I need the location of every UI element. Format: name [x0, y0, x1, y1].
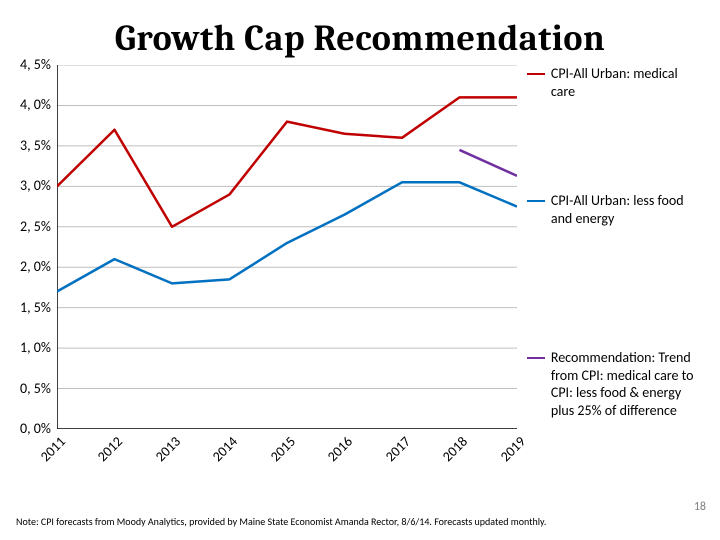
chart-plot: 201120122013201420152016201720182019 [57, 65, 517, 469]
legend-item: CPI-All Urban: less food and energy [527, 192, 700, 227]
page-number: 18 [694, 500, 706, 514]
legend-label: Recommendation: Trend from CPI: medical … [551, 349, 700, 419]
chart-legend: CPI-All Urban: medical care CPI-All Urban… [517, 65, 700, 429]
legend-item: Recommendation: Trend from CPI: medical … [527, 349, 700, 419]
x-tick-label: 2017 [382, 433, 414, 465]
legend-swatch [527, 73, 545, 75]
page-title: Growth Cap Recommendation [20, 18, 700, 59]
footnote: Note: CPI forecasts from Moody Analytics… [16, 515, 546, 528]
x-axis: 201120122013201420152016201720182019 [57, 429, 517, 469]
legend-item: CPI-All Urban: medical care [527, 65, 700, 100]
x-tick-label: 2015 [267, 433, 299, 465]
x-tick-label: 2013 [152, 433, 184, 465]
x-tick-label: 2019 [497, 433, 529, 465]
x-tick-label: 2011 [37, 433, 69, 465]
legend-label: CPI-All Urban: medical care [551, 65, 700, 100]
y-axis: 4, 5%4, 0%3, 5%3, 0%2, 5%2, 0%1, 5%1, 0%… [20, 65, 57, 429]
legend-swatch [527, 200, 545, 202]
x-tick-label: 2018 [439, 433, 471, 465]
x-tick-label: 2014 [209, 433, 241, 465]
legend-label: CPI-All Urban: less food and energy [551, 192, 700, 227]
legend-swatch [527, 357, 545, 359]
chart: 4, 5%4, 0%3, 5%3, 0%2, 5%2, 0%1, 5%1, 0%… [20, 65, 700, 469]
x-tick-label: 2012 [94, 433, 126, 465]
x-tick-label: 2016 [324, 433, 356, 465]
